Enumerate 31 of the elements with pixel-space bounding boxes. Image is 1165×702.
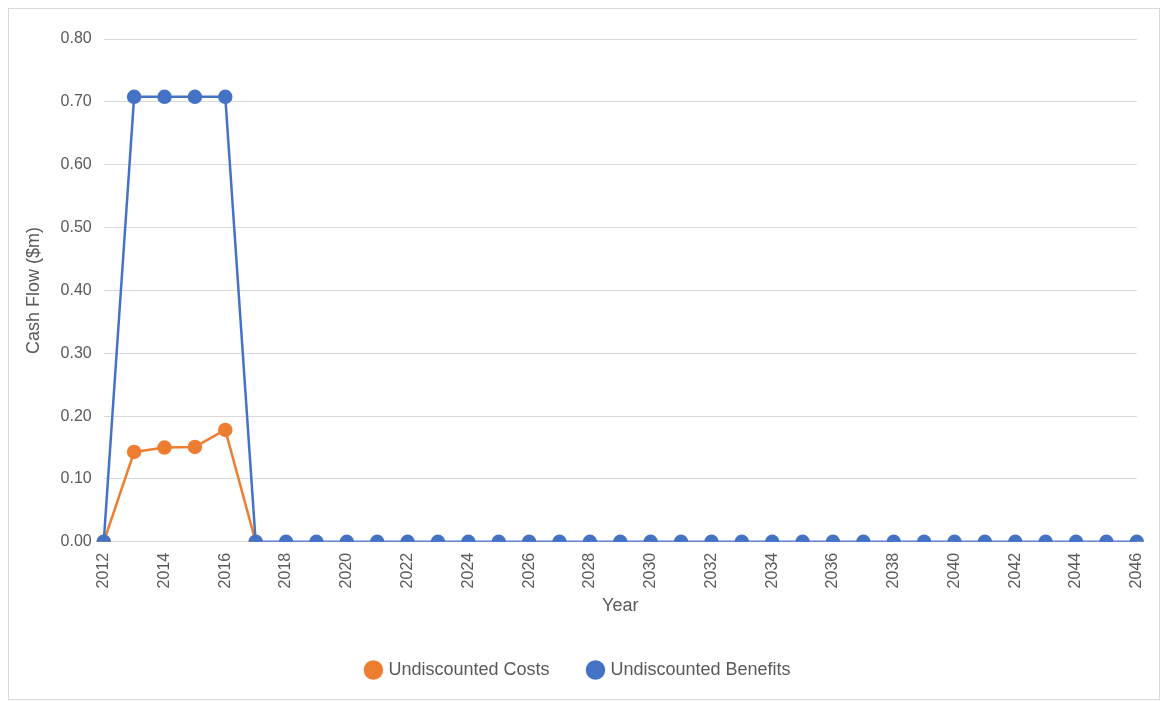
y-tick-label: 0.00 bbox=[60, 532, 92, 550]
x-tick-label: 2040 bbox=[944, 552, 962, 589]
x-tick-label: 2016 bbox=[215, 552, 233, 589]
y-tick-label: 0.20 bbox=[60, 406, 92, 424]
y-tick-label: 0.80 bbox=[60, 29, 92, 47]
y-tick-label: 0.60 bbox=[60, 155, 92, 173]
y-tick-label: 0.70 bbox=[60, 92, 92, 110]
x-tick-label: 2012 bbox=[94, 552, 112, 589]
legend-label: Undiscounted Costs bbox=[388, 658, 550, 679]
x-tick-label: 2026 bbox=[519, 552, 537, 589]
x-tick-label: 2024 bbox=[458, 552, 476, 589]
y-tick-label: 0.10 bbox=[60, 469, 92, 487]
y-tick-label: 0.40 bbox=[60, 280, 92, 298]
x-tick-label: 2036 bbox=[823, 552, 841, 589]
x-tick-label: 2046 bbox=[1127, 552, 1145, 589]
x-tick-label: 2032 bbox=[701, 552, 719, 589]
y-tick-label: 0.50 bbox=[60, 217, 92, 235]
x-tick-label: 2028 bbox=[580, 552, 598, 589]
x-tick-label: 2030 bbox=[641, 552, 659, 589]
x-tick-label: 2034 bbox=[762, 552, 780, 589]
x-tick-label: 2018 bbox=[276, 552, 294, 589]
x-tick-label: 2014 bbox=[154, 552, 172, 589]
y-tick-label: 0.30 bbox=[60, 343, 92, 361]
x-axis-title: Year bbox=[602, 595, 639, 616]
legend-label: Undiscounted Benefits bbox=[610, 658, 791, 679]
x-tick-label: 2022 bbox=[397, 552, 415, 589]
x-tick-label: 2020 bbox=[337, 552, 355, 589]
y-axis-title: Cash Flow ($m) bbox=[22, 226, 43, 354]
x-tick-label: 2042 bbox=[1005, 552, 1023, 589]
x-tick-label: 2038 bbox=[884, 552, 902, 589]
x-tick-label: 2044 bbox=[1066, 552, 1084, 589]
